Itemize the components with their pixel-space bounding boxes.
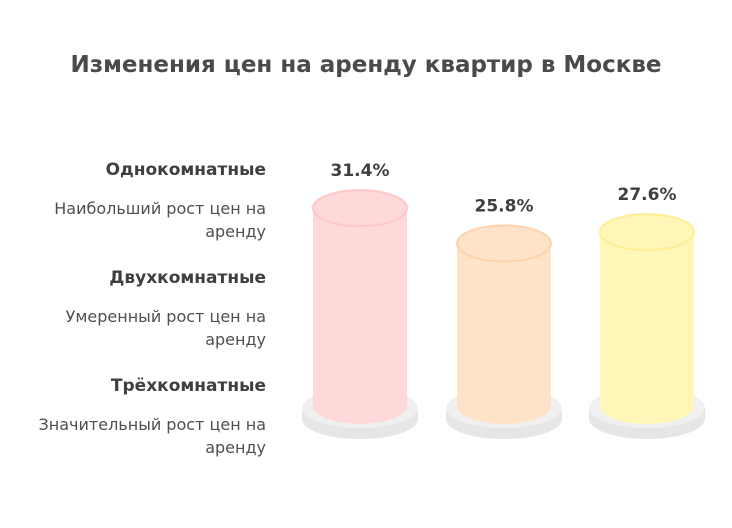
bar-top-2 (456, 224, 552, 263)
legend-description-2: Умеренный рост цен на аренду (65, 307, 266, 349)
legend-entry-1: Однокомнатные Наибольший рост цен на аре… (36, 159, 266, 243)
bar-top-3 (599, 213, 695, 252)
legend-description-1: Наибольший рост цен на аренду (54, 199, 266, 241)
bar-1: 31.4% (302, 161, 418, 439)
bar-body-1 (313, 208, 407, 424)
legend-entry-2: Двухкомнатные Умеренный рост цен на арен… (36, 267, 266, 351)
chart-title: Изменения цен на аренду квартир в Москве (70, 52, 662, 78)
value-label-1: 31.4% (331, 161, 390, 181)
legend-label-1: Однокомнатные (105, 160, 266, 180)
bar-body-2 (457, 243, 551, 424)
bar-3: 27.6% (589, 185, 705, 439)
legend-description-3: Значительный рост цен на аренду (38, 415, 266, 457)
value-label-3: 27.6% (618, 185, 677, 205)
legend-label-3: Трёхкомнатные (110, 376, 266, 396)
bar-2: 25.8% (446, 196, 562, 439)
legend-label-2: Двухкомнатные (109, 268, 266, 288)
bar-body-3 (600, 232, 694, 424)
bar-top-1 (312, 189, 408, 228)
value-label-2: 25.8% (475, 196, 534, 216)
legend-entry-3: Трёхкомнатные Значительный рост цен на а… (36, 375, 266, 459)
